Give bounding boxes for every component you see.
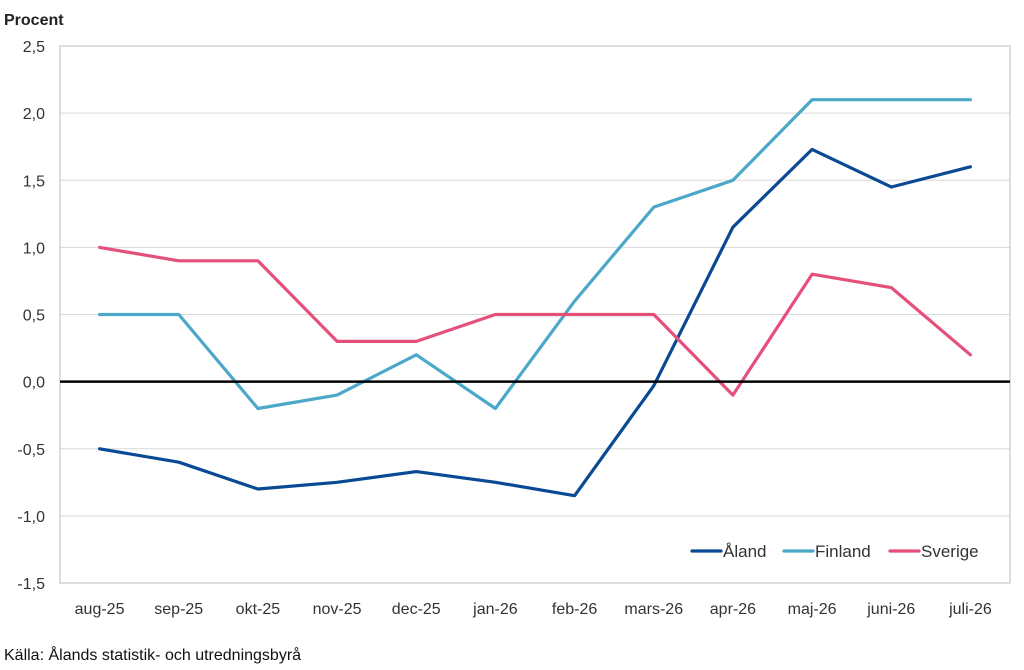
y-tick-label: 2,0 [23, 106, 45, 123]
plot-border [59, 45, 1011, 584]
x-tick-label: jan-26 [472, 601, 518, 618]
series-lines [97, 98, 973, 498]
x-tick-label: nov-25 [313, 601, 362, 618]
y-tick-label: 1,5 [23, 173, 45, 190]
legend: Åland Finland Sverige [690, 542, 979, 561]
x-tick-label: juni-26 [866, 601, 915, 618]
series-line-sverige [97, 245, 973, 397]
y-tick-label: -1,0 [17, 509, 45, 526]
y-tick-label: 2,5 [23, 39, 45, 56]
legend-label: Åland [723, 542, 766, 561]
x-axis-ticks: aug-25 sep-25 okt-25 nov-25 dec-25 jan-26 feb-… [75, 601, 992, 618]
x-tick-label: okt-25 [236, 601, 281, 618]
series-line-finland [97, 98, 973, 411]
source-note: Källa: Ålands statistik- och utredningsb… [4, 647, 302, 664]
x-tick-label: mars-26 [624, 601, 683, 618]
x-tick-label: sep-25 [154, 601, 203, 618]
legend-label: Sverige [921, 542, 979, 561]
y-tick-label: -1,5 [17, 576, 45, 593]
plot-area [59, 45, 1011, 584]
x-tick-label: feb-26 [552, 601, 597, 618]
x-tick-label: dec-25 [392, 601, 441, 618]
legend-label: Finland [815, 542, 871, 561]
line-chart: Procent 2,5 2,0 1,5 1,0 0,5 0,0 -0,5 -1,0 -1,5 a… [4, 12, 1011, 618]
x-tick-label: aug-25 [75, 601, 125, 618]
y-tick-label: 0,0 [23, 375, 45, 392]
y-axis-title: Procent [4, 12, 64, 29]
y-tick-label: 0,5 [23, 308, 45, 325]
x-tick-label: maj-26 [788, 601, 837, 618]
x-tick-label: juli-26 [948, 601, 992, 618]
y-axis-ticks: 2,5 2,0 1,5 1,0 0,5 0,0 -0,5 -1,0 -1,5 [17, 39, 45, 593]
y-tick-label: 1,0 [23, 240, 45, 257]
series-line-aland [97, 147, 973, 498]
x-tick-label: apr-26 [710, 601, 756, 618]
y-tick-label: -0,5 [17, 442, 45, 459]
